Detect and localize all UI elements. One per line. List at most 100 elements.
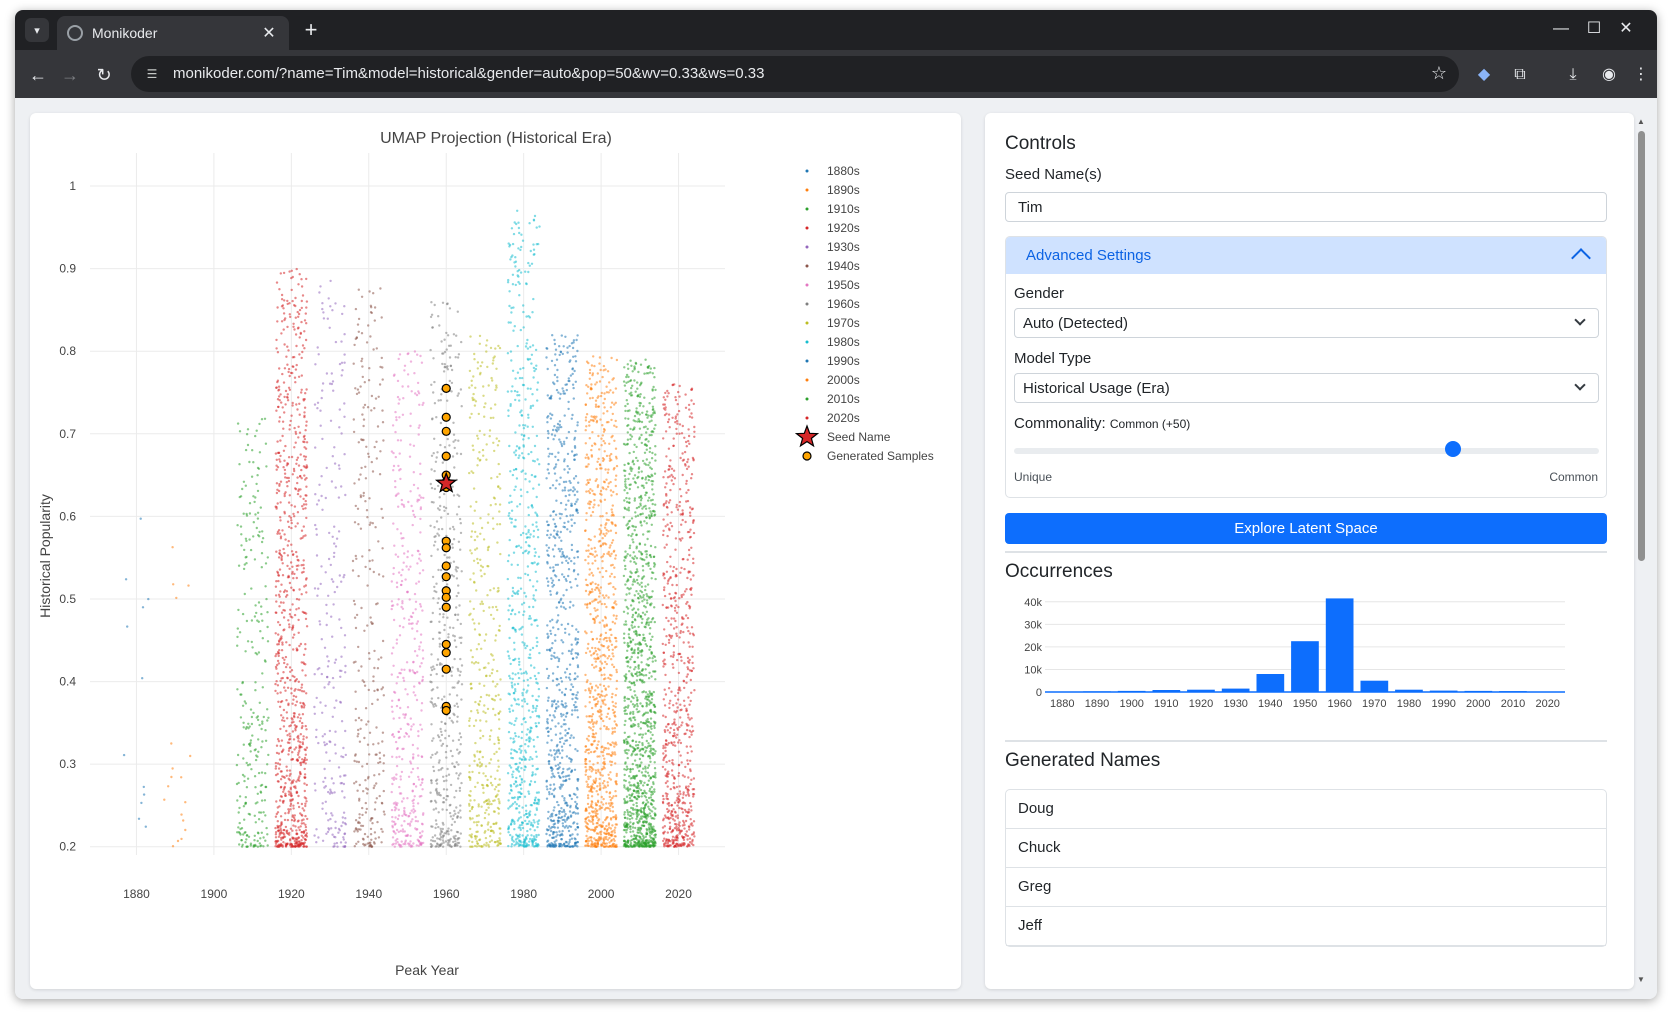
extension-shield-icon[interactable]: ◆ — [1477, 66, 1491, 83]
scatter-point — [594, 777, 598, 780]
scatter-point — [300, 834, 303, 837]
scatter-point — [301, 669, 304, 672]
scatter-point — [546, 584, 550, 587]
menu-dots-icon[interactable]: ⋮ — [1633, 66, 1649, 83]
scatter-point — [253, 558, 257, 561]
close-tab-icon[interactable]: ✕ — [262, 25, 276, 42]
scatter-point — [550, 654, 553, 657]
scatter-point — [455, 452, 459, 455]
scatter-point — [294, 304, 297, 308]
scatter-point — [538, 225, 541, 228]
maximize-button[interactable]: ☐ — [1586, 20, 1602, 37]
download-icon[interactable]: ⤓ — [1569, 66, 1577, 83]
scatter-point — [302, 570, 305, 574]
scatter-point — [521, 834, 524, 837]
scatter-point — [392, 618, 396, 622]
scatter-point — [353, 343, 356, 347]
scatter-point — [520, 730, 524, 734]
scatter-point — [371, 559, 374, 562]
scatter-point — [529, 716, 532, 719]
scatter-point — [589, 820, 592, 823]
scatter-point — [288, 424, 292, 427]
scatter-point — [595, 684, 598, 687]
scatter-point — [380, 827, 383, 831]
scatter-point — [545, 832, 548, 836]
scatter-point — [401, 758, 404, 761]
scatter-point — [274, 632, 277, 635]
scatter-point — [492, 527, 495, 530]
new-tab-button[interactable]: + — [304, 17, 318, 42]
reload-icon[interactable]: ↻ — [96, 65, 112, 85]
scatter-point — [322, 317, 326, 320]
scatter-point — [337, 766, 341, 769]
scatter-point — [370, 817, 373, 820]
address-bar[interactable]: ☰ monikoder.com/?name=Tim&model=historic… — [131, 56, 1459, 92]
scatter-point — [282, 312, 286, 315]
scatter-point — [515, 750, 519, 754]
scatter-points — [122, 209, 696, 848]
scatter-point — [291, 674, 294, 678]
scatter-point — [452, 626, 455, 630]
scatter-point — [445, 774, 448, 778]
scatter-point — [521, 239, 525, 242]
browser-tab[interactable]: Monikoder ✕ — [57, 16, 289, 50]
scatter-point — [522, 531, 525, 535]
close-window-button[interactable]: ✕ — [1619, 20, 1633, 37]
scatter-point — [325, 603, 328, 607]
scatter-point — [301, 505, 304, 508]
scatter-point — [250, 619, 254, 622]
scatter-point — [468, 719, 471, 722]
scatter-point — [479, 564, 483, 567]
scatter-point — [455, 594, 458, 598]
scatter-point — [275, 744, 279, 747]
scatter-point — [526, 387, 530, 390]
scatter-point — [513, 648, 516, 651]
scatter-point — [291, 837, 295, 840]
scatter-point — [410, 622, 413, 625]
scatter-point — [553, 826, 556, 829]
scatter-point — [526, 338, 529, 342]
scatter-point — [342, 755, 345, 759]
scatter-point — [487, 694, 491, 697]
scatter-point — [258, 723, 261, 727]
scatter-point — [521, 691, 524, 695]
scatter-point — [415, 622, 418, 625]
scatter-point — [460, 570, 463, 573]
scatter-point — [358, 797, 361, 800]
scatter-point — [551, 672, 555, 675]
scatter-point — [537, 833, 540, 837]
scatter-point — [586, 647, 589, 650]
forward-arrow-icon[interactable]: → — [61, 65, 79, 85]
site-settings-icon[interactable]: ☰ — [146, 67, 158, 81]
scatter-point — [526, 728, 529, 731]
tab-search-chevron-icon[interactable]: ▾ — [25, 18, 49, 42]
scatter-point — [304, 724, 307, 728]
scatter-point — [413, 637, 416, 640]
scatter-point — [514, 256, 517, 259]
scatter-point — [534, 619, 537, 622]
scatter-point — [534, 722, 537, 725]
scatter-point — [506, 559, 510, 563]
scatter-point — [534, 707, 538, 710]
profile-icon[interactable]: ◉ — [1602, 66, 1616, 83]
scatter-point — [288, 732, 291, 735]
scatter-point — [562, 723, 565, 726]
scatter-point — [589, 514, 593, 517]
scatter-point — [244, 831, 247, 834]
url-text[interactable]: monikoder.com/?name=Tim&model=historical… — [173, 65, 765, 82]
scatter-point — [459, 531, 463, 535]
minimize-button[interactable]: — — [1553, 20, 1569, 37]
scatter-point — [264, 814, 267, 817]
extensions-puzzle-icon[interactable]: ⧉ — [1514, 66, 1526, 83]
scatter-point — [290, 792, 293, 796]
back-arrow-icon[interactable]: ← — [29, 65, 47, 85]
scatter-point — [405, 814, 408, 817]
bookmark-star-icon[interactable]: ☆ — [1430, 63, 1447, 83]
scatter-point — [459, 641, 463, 645]
scatter-point — [526, 425, 529, 428]
scatter-point — [341, 312, 344, 316]
umap-scatter-chart[interactable]: UMAP Projection (Historical Era) Peak Ye… — [30, 113, 961, 989]
scatter-point — [275, 347, 278, 350]
scatter-point — [594, 383, 597, 386]
scatter-point — [256, 517, 260, 520]
